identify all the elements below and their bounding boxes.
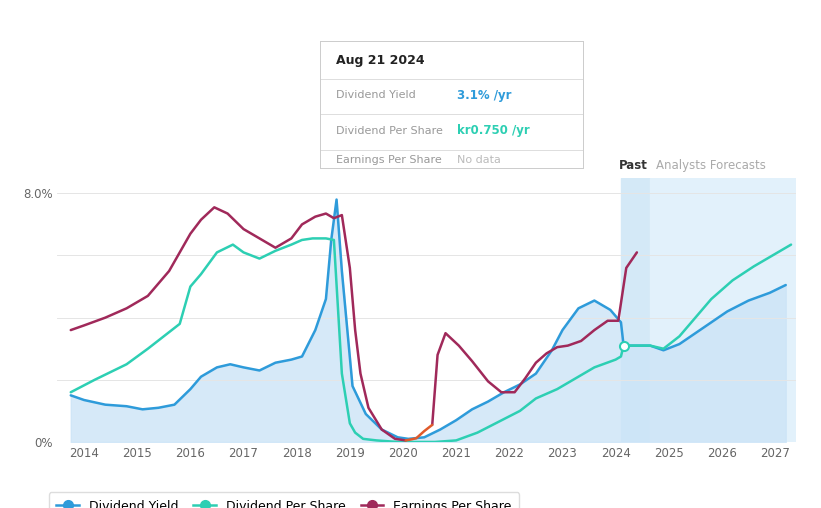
Bar xyxy=(621,178,650,442)
Text: Past: Past xyxy=(619,158,648,172)
Text: Dividend Yield: Dividend Yield xyxy=(336,90,415,100)
Bar xyxy=(650,178,796,442)
Text: kr0.750 /yr: kr0.750 /yr xyxy=(456,124,530,137)
Text: 3.1% /yr: 3.1% /yr xyxy=(456,89,511,102)
Text: Aug 21 2024: Aug 21 2024 xyxy=(336,54,424,68)
Legend: Dividend Yield, Dividend Per Share, Earnings Per Share: Dividend Yield, Dividend Per Share, Earn… xyxy=(49,492,519,508)
Text: Dividend Per Share: Dividend Per Share xyxy=(336,126,443,136)
Text: Analysts Forecasts: Analysts Forecasts xyxy=(655,158,765,172)
Text: Earnings Per Share: Earnings Per Share xyxy=(336,155,442,165)
Text: No data: No data xyxy=(456,155,501,165)
